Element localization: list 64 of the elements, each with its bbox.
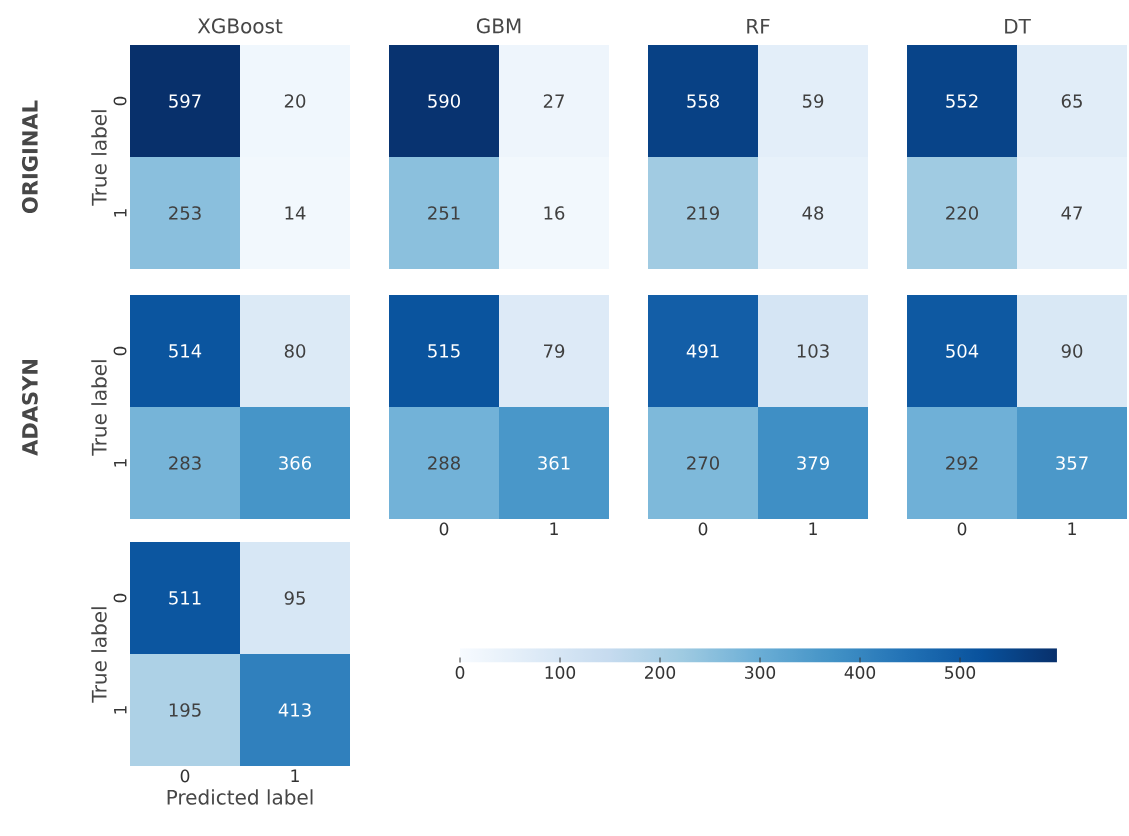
y-tick-label: 0 [113,593,127,603]
data-label: 195 [169,703,201,717]
data-label: 47 [1061,206,1082,220]
data-label: 103 [797,344,829,358]
data-label: 491 [686,344,719,358]
data-label: 220 [946,206,978,220]
color-bar-label: 200 [645,666,676,679]
data-label: 283 [169,456,201,470]
color-bar-label: 500 [945,666,976,679]
data-label: 65 [1061,94,1082,108]
data-label: 288 [428,456,460,470]
data-label: 361 [538,456,570,470]
y-tick-label: 0 [113,96,127,106]
color-bar-label: 100 [545,666,576,679]
text: ORIGINAL [21,100,38,213]
y-tick-label: 0 [113,346,127,356]
color-bar-label: 400 [844,666,876,679]
y-axis-title: True label [91,607,107,703]
data-label: 590 [428,94,460,108]
x-tick-label: 1 [1068,522,1076,535]
x-axis-title: Predicted label [167,789,313,805]
x-tick-label: 0 [439,522,449,536]
text: ADASYN [21,360,38,456]
data-label: 27 [543,94,564,108]
data-label: 515 [428,344,460,358]
y-tick-label: 1 [114,209,127,217]
data-label: 14 [285,206,306,220]
data-label: 413 [278,703,311,717]
data-label: 59 [802,94,824,108]
data-label: 16 [544,206,565,220]
data-label: 504 [946,344,979,358]
data-label: 253 [169,206,201,220]
color-bar-label: 0 [455,666,465,679]
data-label: 552 [946,94,978,108]
data-label: 514 [169,344,202,358]
y-axis-title: True label [91,110,107,206]
data-label: 511 [169,591,201,605]
chart-title: XGBoost [197,18,283,34]
y-tick-label: 1 [114,459,127,467]
data-label: 357 [1056,456,1088,470]
chart-title: DT [1005,18,1031,34]
data-label: 292 [946,456,978,470]
data-label: 270 [687,456,719,470]
data-label: 80 [284,344,306,358]
data-label: 219 [687,206,719,220]
data-label: 379 [797,456,829,470]
chart-title: GBM [476,18,521,34]
data-label: 558 [687,94,719,108]
x-tick-label: 1 [550,522,558,535]
data-label: 90 [1061,344,1083,358]
data-label: 20 [284,94,306,108]
x-tick-label: 0 [957,522,967,536]
chart-title: RF [747,18,770,34]
data-label: 95 [284,591,305,605]
x-tick-label: 1 [809,522,817,535]
data-label: 366 [279,456,312,470]
y-tick-label: 1 [114,706,127,714]
color-bar-label: 300 [745,666,776,679]
data-label: 251 [428,206,460,220]
x-tick-label: 0 [698,522,708,536]
data-label: 79 [544,344,565,358]
data-label: 48 [802,206,824,220]
data-label: 597 [169,94,201,108]
y-axis-title: True label [91,360,107,456]
